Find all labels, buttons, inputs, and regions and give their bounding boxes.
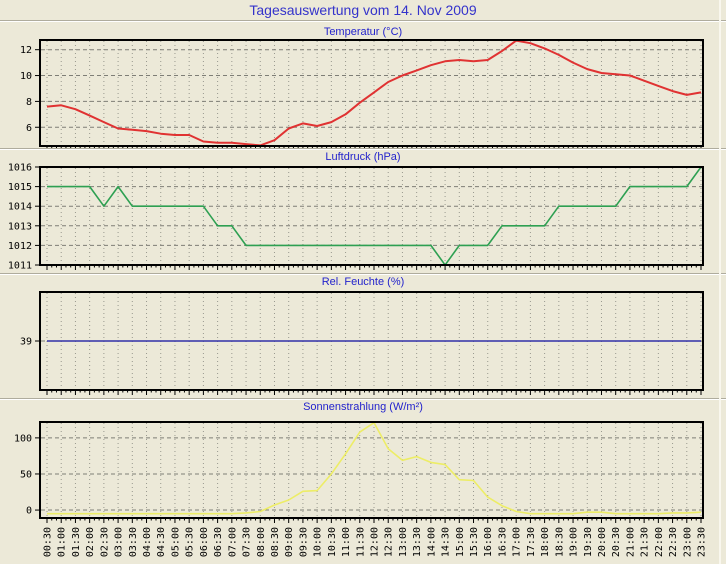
svg-text:04:00: 04:00: [142, 527, 153, 557]
svg-text:17:30: 17:30: [526, 527, 537, 557]
svg-text:05:30: 05:30: [185, 527, 196, 557]
svg-text:6: 6: [26, 123, 32, 134]
svg-text:06:00: 06:00: [199, 527, 210, 557]
svg-text:1013: 1013: [8, 221, 32, 232]
temperature-chart: 6 8 10 12: [20, 39, 704, 148]
svg-text:11:00: 11:00: [341, 527, 352, 557]
pressure-section: 1011 1012 1013 1014 1015 1016 Luftdruck (hPa): [0, 149, 726, 273]
svg-text:08:00: 08:00: [256, 527, 267, 557]
svg-text:11:30: 11:30: [355, 527, 366, 557]
svg-text:04:30: 04:30: [156, 527, 167, 557]
svg-text:50: 50: [20, 469, 32, 480]
svg-text:20:00: 20:00: [597, 527, 608, 557]
svg-text:02:00: 02:00: [85, 527, 96, 557]
chart-title-pressure: Luftdruck (hPa): [325, 151, 401, 163]
svg-text:1015: 1015: [8, 182, 32, 193]
section-divider: [0, 398, 726, 400]
svg-text:18:00: 18:00: [540, 527, 551, 557]
svg-text:15:30: 15:30: [469, 527, 480, 557]
svg-text:01:00: 01:00: [57, 527, 68, 557]
svg-text:14:00: 14:00: [426, 527, 437, 557]
svg-text:22:30: 22:30: [668, 527, 679, 557]
svg-text:8: 8: [26, 97, 32, 108]
svg-text:13:00: 13:00: [398, 527, 409, 557]
svg-text:23:30: 23:30: [697, 527, 708, 557]
svg-text:100: 100: [14, 433, 32, 444]
svg-text:1011: 1011: [8, 261, 32, 272]
svg-text:39: 39: [20, 337, 32, 348]
section-divider: [0, 20, 726, 22]
svg-text:07:00: 07:00: [227, 527, 238, 557]
section-divider: [0, 273, 726, 275]
svg-text:18:30: 18:30: [554, 527, 565, 557]
svg-text:00:30: 00:30: [43, 527, 54, 557]
svg-text:1016: 1016: [8, 163, 32, 174]
window-edge-highlight: [719, 0, 721, 564]
svg-text:21:30: 21:30: [640, 527, 651, 557]
radiation-chart: 0 50 100 00:30 01:00 01:30 02:00 02:30 03:00 03:3…: [14, 421, 708, 557]
svg-text:10:30: 10:30: [327, 527, 338, 557]
svg-text:03:30: 03:30: [128, 527, 139, 557]
svg-text:19:30: 19:30: [583, 527, 594, 557]
svg-text:12:00: 12:00: [370, 527, 381, 557]
svg-text:02:30: 02:30: [99, 527, 110, 557]
svg-text:12: 12: [20, 45, 32, 56]
chart-title-temperature: Temperatur (°C): [323, 26, 403, 38]
svg-text:19:00: 19:00: [569, 527, 580, 557]
svg-text:06:30: 06:30: [213, 527, 224, 557]
radiation-section: 0 50 100 00:30 01:00 01:30 02:00 02:30 03:00 03:3…: [0, 399, 726, 564]
svg-text:13:30: 13:30: [412, 527, 423, 557]
humidity-section: 39 Rel. Feuchte (%): [0, 274, 726, 398]
svg-text:09:00: 09:00: [284, 527, 295, 557]
svg-text:1012: 1012: [8, 241, 32, 252]
svg-text:17:00: 17:00: [512, 527, 523, 557]
svg-text:14:30: 14:30: [441, 527, 452, 557]
chart-title-radiation: Sonnenstrahlung (W/m²): [303, 401, 423, 413]
svg-text:10:00: 10:00: [313, 527, 324, 557]
svg-text:01:30: 01:30: [71, 527, 82, 557]
svg-text:15:00: 15:00: [455, 527, 466, 557]
svg-text:10: 10: [20, 71, 32, 82]
svg-text:07:30: 07:30: [242, 527, 253, 557]
svg-text:0: 0: [26, 506, 32, 517]
svg-text:20:30: 20:30: [611, 527, 622, 557]
svg-text:21:00: 21:00: [625, 527, 636, 557]
svg-text:09:30: 09:30: [298, 527, 309, 557]
section-divider: [0, 148, 726, 150]
humidity-chart: 39: [20, 291, 704, 395]
svg-text:03:00: 03:00: [114, 527, 125, 557]
svg-text:08:30: 08:30: [270, 527, 281, 557]
chart-title-humidity: Rel. Feuchte (%): [321, 276, 405, 288]
page-title: Tagesauswertung vom 14. Nov 2009: [249, 2, 477, 18]
temperature-section: 6 8 10 12 Temperatur (°C): [0, 24, 726, 148]
svg-text:16:30: 16:30: [497, 527, 508, 557]
svg-text:05:00: 05:00: [170, 527, 181, 557]
svg-text:22:00: 22:00: [654, 527, 665, 557]
pressure-chart: 1011 1012 1013 1014 1015 1016: [8, 163, 704, 272]
svg-text:12:30: 12:30: [384, 527, 395, 557]
svg-text:1014: 1014: [8, 202, 32, 213]
svg-text:23:00: 23:00: [682, 527, 693, 557]
svg-text:16:00: 16:00: [483, 527, 494, 557]
